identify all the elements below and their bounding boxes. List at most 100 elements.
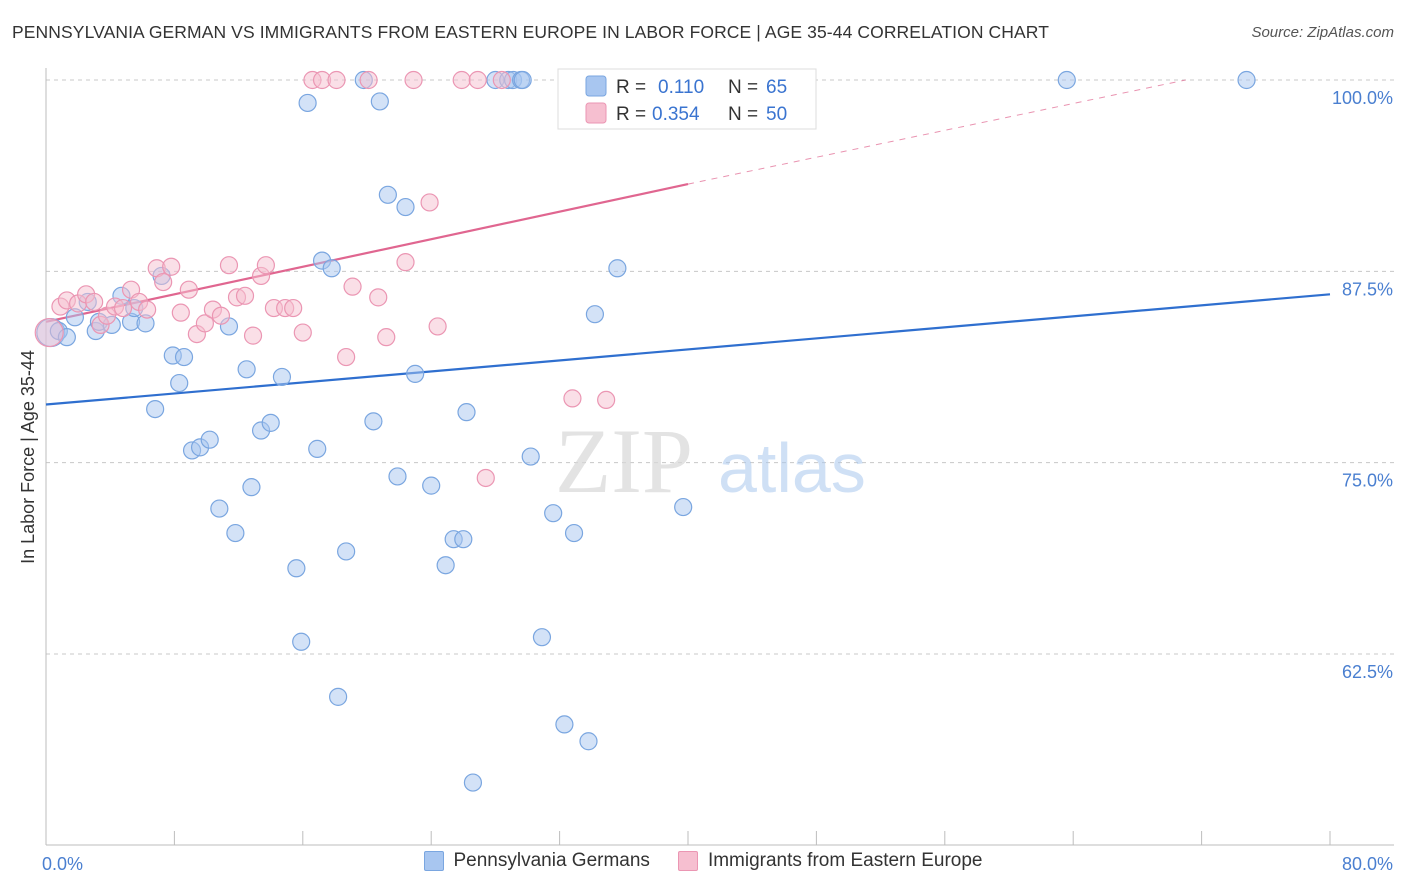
source-label: Source: ZipAtlas.com [1251,24,1394,41]
blue-point-20 [210,499,229,518]
legend-label-pennsylvania-germans: Pennsylvania Germans [453,850,650,871]
y-axis-label: In Labor Force | Age 35-44 [18,350,38,564]
blue-point-34 [329,687,348,706]
pink-point-37 [359,70,378,90]
legend-item-immigrants-eastern-europe: Immigrants from Eastern Europe [677,850,983,872]
pink-point-38 [369,288,388,307]
blue-point-13 [146,399,165,419]
pink-point-0 [34,317,64,348]
blue-point-27 [272,367,292,387]
legend-top-n-label-pink: N = [728,104,758,125]
y-tick-label-2: 75.0% [1342,471,1393,491]
y-tick-labels: 100.0% 87.5% 75.0% 62.5% [1332,88,1393,682]
trendline-immigrants-eastern-europe [45,183,689,323]
blue-point-53 [521,447,540,466]
watermark-atlas: atlas [718,429,866,507]
pink-point-40 [396,253,415,272]
blue-point-37 [364,412,383,431]
pink-point-25 [243,326,263,345]
pink-point-21 [211,306,231,325]
trend-lines [45,79,1331,406]
blue-point-52 [513,70,532,90]
pink-point-24 [235,286,255,305]
x-tick-label-1: 80.0% [1342,854,1393,874]
pink-point-5 [85,292,104,312]
blue-point-31 [308,439,327,458]
pink-point-31 [293,323,312,342]
trendline-immigrants-eastern-europe-dashed [687,79,1186,185]
blue-point-24 [242,478,261,497]
legend-swatch-pink [677,851,698,871]
blue-point-19 [200,430,219,449]
pink-point-17 [179,280,198,299]
pink-point-15 [162,257,181,276]
pink-point-19 [195,314,214,333]
pink-point-14 [154,272,173,292]
legend-item-pennsylvania-germans: Pennsylvania Germans [423,850,650,872]
legend-top-r-value-blue: 0.110 [658,77,704,98]
blue-point-57 [564,523,584,543]
blue-point-26 [261,413,280,432]
legend-top-n-value-blue: 65 [766,77,787,98]
pink-point-47 [492,70,511,90]
pink-point-27 [256,256,275,275]
blue-point-35 [337,542,356,561]
pink-point-16 [171,303,190,322]
blue-point-30 [298,93,317,113]
blue-point-61 [674,497,693,517]
blue-point-23 [237,360,256,379]
legend-top: R = 0.110 N = 65 R = 0.354 N = 50 [557,68,817,130]
legend-top-r-value-pink: 0.354 [652,104,700,125]
legend-top-n-label-blue: N = [728,77,758,98]
blue-point-55 [544,504,563,523]
y-tick-label-0: 100.0% [1332,88,1393,108]
x-tick-label-0: 0.0% [42,854,83,874]
pink-point-39 [377,328,396,347]
pink-point-43 [428,317,447,336]
legend-top-n-value-pink: 50 [766,104,787,125]
blue-point-58 [579,732,598,751]
pink-point-46 [476,468,495,488]
series-pennsylvania-germans [36,70,1256,792]
pink-point-22 [219,256,239,275]
legend-bottom: Pennsylvania Germans Immigrants from Eas… [0,850,1406,872]
blue-point-64 [1237,70,1256,90]
pink-point-41 [404,70,423,90]
pink-point-35 [337,347,356,367]
blue-point-60 [608,259,627,278]
blue-point-43 [422,476,441,495]
watermark-zip: ZIP [555,410,693,512]
blue-point-28 [287,559,306,578]
legend-top-swatch-blue [585,75,607,97]
blue-point-63 [1057,70,1076,90]
axes [45,68,1394,846]
blue-point-41 [396,197,415,217]
y-tick-label-1: 87.5% [1342,279,1393,299]
blue-point-22 [226,523,245,543]
pink-point-42 [420,193,439,212]
pink-point-49 [597,390,616,410]
pink-point-30 [284,298,303,318]
blue-point-38 [370,92,389,111]
legend-top-swatch-pink [585,102,607,124]
series-immigrants-eastern-europe [34,70,616,488]
pink-point-34 [327,70,346,90]
pink-point-9 [113,298,133,318]
legend-label-immigrants-eastern-europe: Immigrants from Eastern Europe [707,850,983,871]
y-tick-label-3: 62.5% [1342,662,1393,682]
blue-point-42 [406,364,425,383]
blue-point-33 [322,259,341,278]
blue-point-44 [436,556,455,575]
blue-point-15 [170,373,189,393]
pink-point-12 [138,300,157,319]
pink-point-36 [343,277,362,296]
pink-point-48 [563,389,582,408]
blue-point-29 [292,632,311,651]
legend-top-r-label-pink: R = [616,104,646,125]
pink-point-45 [468,70,487,90]
x-tick-labels: 0.0% 80.0% [42,854,1393,874]
blue-point-16 [174,347,194,367]
blue-point-46 [454,530,473,549]
blue-point-39 [378,185,397,204]
